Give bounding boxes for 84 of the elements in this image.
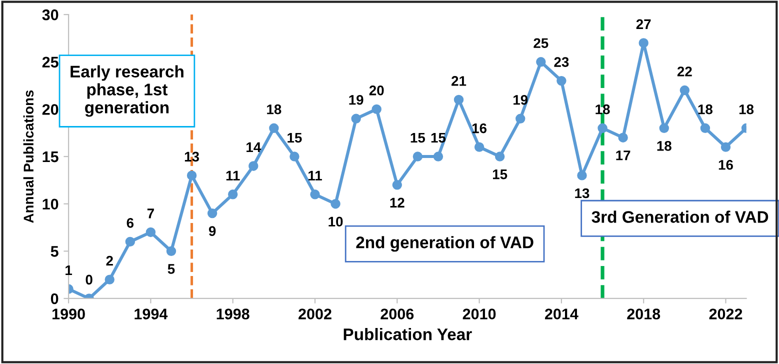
point: [536, 57, 546, 67]
data-label: 11: [308, 170, 322, 180]
y-tick-label: 5: [50, 246, 58, 257]
data-label: 19: [349, 94, 364, 105]
point: [166, 246, 176, 256]
data-label: 5: [168, 264, 175, 274]
annotation: 3rd Generation of VAD: [592, 210, 768, 223]
data-label: 18: [267, 104, 282, 114]
data-label: 18: [657, 140, 672, 151]
point: [556, 76, 566, 86]
point: [700, 123, 710, 133]
data-label: 21: [452, 76, 466, 86]
data-label: 1: [66, 265, 72, 276]
point: [494, 152, 505, 162]
point: [372, 104, 382, 114]
data-label: 2: [106, 256, 113, 266]
x-tick-label: 2010: [462, 308, 496, 320]
point: [207, 208, 218, 218]
data-label: 13: [184, 152, 199, 162]
data-label: 13: [575, 188, 590, 198]
point: [680, 85, 690, 96]
point: [433, 152, 444, 162]
point: [330, 198, 340, 209]
data-label: 18: [596, 104, 610, 114]
point: [454, 94, 464, 105]
y-tick-label: 15: [42, 152, 58, 162]
y-axis-title: Annual Publications: [23, 90, 34, 223]
y-tick-label: 30: [42, 9, 58, 20]
data-label: 22: [677, 66, 692, 76]
data-label: 11: [226, 170, 240, 180]
y-tick-label: 0: [50, 293, 58, 304]
point: [290, 152, 300, 162]
point: [577, 170, 587, 180]
point: [720, 142, 731, 152]
data-label: 14: [246, 142, 262, 152]
x-axis-title: Publication Year: [344, 328, 472, 340]
point: [618, 132, 628, 142]
x-tick-label: 1994: [134, 308, 168, 320]
point: [146, 227, 156, 238]
point: [659, 123, 669, 133]
data-label: 25: [534, 38, 548, 48]
x-tick-label: 2022: [709, 308, 742, 320]
point: [392, 180, 402, 190]
data-label: 10: [328, 216, 343, 227]
data-label: 18: [739, 104, 754, 114]
point: [269, 123, 279, 133]
data-label: 20: [369, 86, 384, 96]
data-label: 7: [147, 208, 154, 218]
x-tick-label: 1990: [52, 308, 85, 320]
point: [516, 114, 526, 124]
point: [351, 114, 361, 124]
point: [186, 170, 197, 180]
y-tick-label: 20: [42, 104, 58, 115]
data-label: 15: [288, 132, 302, 143]
x-tick-label: 2006: [380, 308, 414, 320]
data-label: 18: [698, 104, 713, 114]
point: [638, 38, 648, 48]
data-label: 12: [390, 198, 404, 208]
point: [474, 142, 484, 152]
x-tick-label: 2002: [298, 308, 332, 320]
data-label: 0: [86, 274, 92, 285]
x-tick-label: 2014: [544, 308, 578, 320]
y-tick-label: 10: [42, 198, 58, 210]
data-label: 17: [616, 150, 630, 160]
x-tick-label: 2018: [627, 308, 660, 320]
y-tick-label: 25: [42, 56, 58, 68]
annotation: Early research phase, 1st generation: [70, 65, 184, 117]
data-label: 9: [208, 226, 216, 236]
data-label: 15: [410, 132, 426, 143]
point: [248, 161, 258, 171]
x-tick-label: 1998: [216, 308, 250, 320]
annotation: 2nd generation of VAD: [356, 236, 534, 252]
point: [228, 190, 238, 200]
data-label: 27: [636, 19, 651, 29]
point: [310, 190, 320, 200]
data-label: 15: [492, 170, 508, 180]
point: [125, 236, 136, 247]
data-label: 6: [126, 218, 134, 228]
point: [104, 274, 114, 284]
point: [412, 152, 423, 162]
data-label: 16: [472, 123, 487, 134]
data-label: 23: [554, 57, 569, 67]
data-label: 16: [718, 160, 733, 170]
point: [598, 123, 608, 133]
